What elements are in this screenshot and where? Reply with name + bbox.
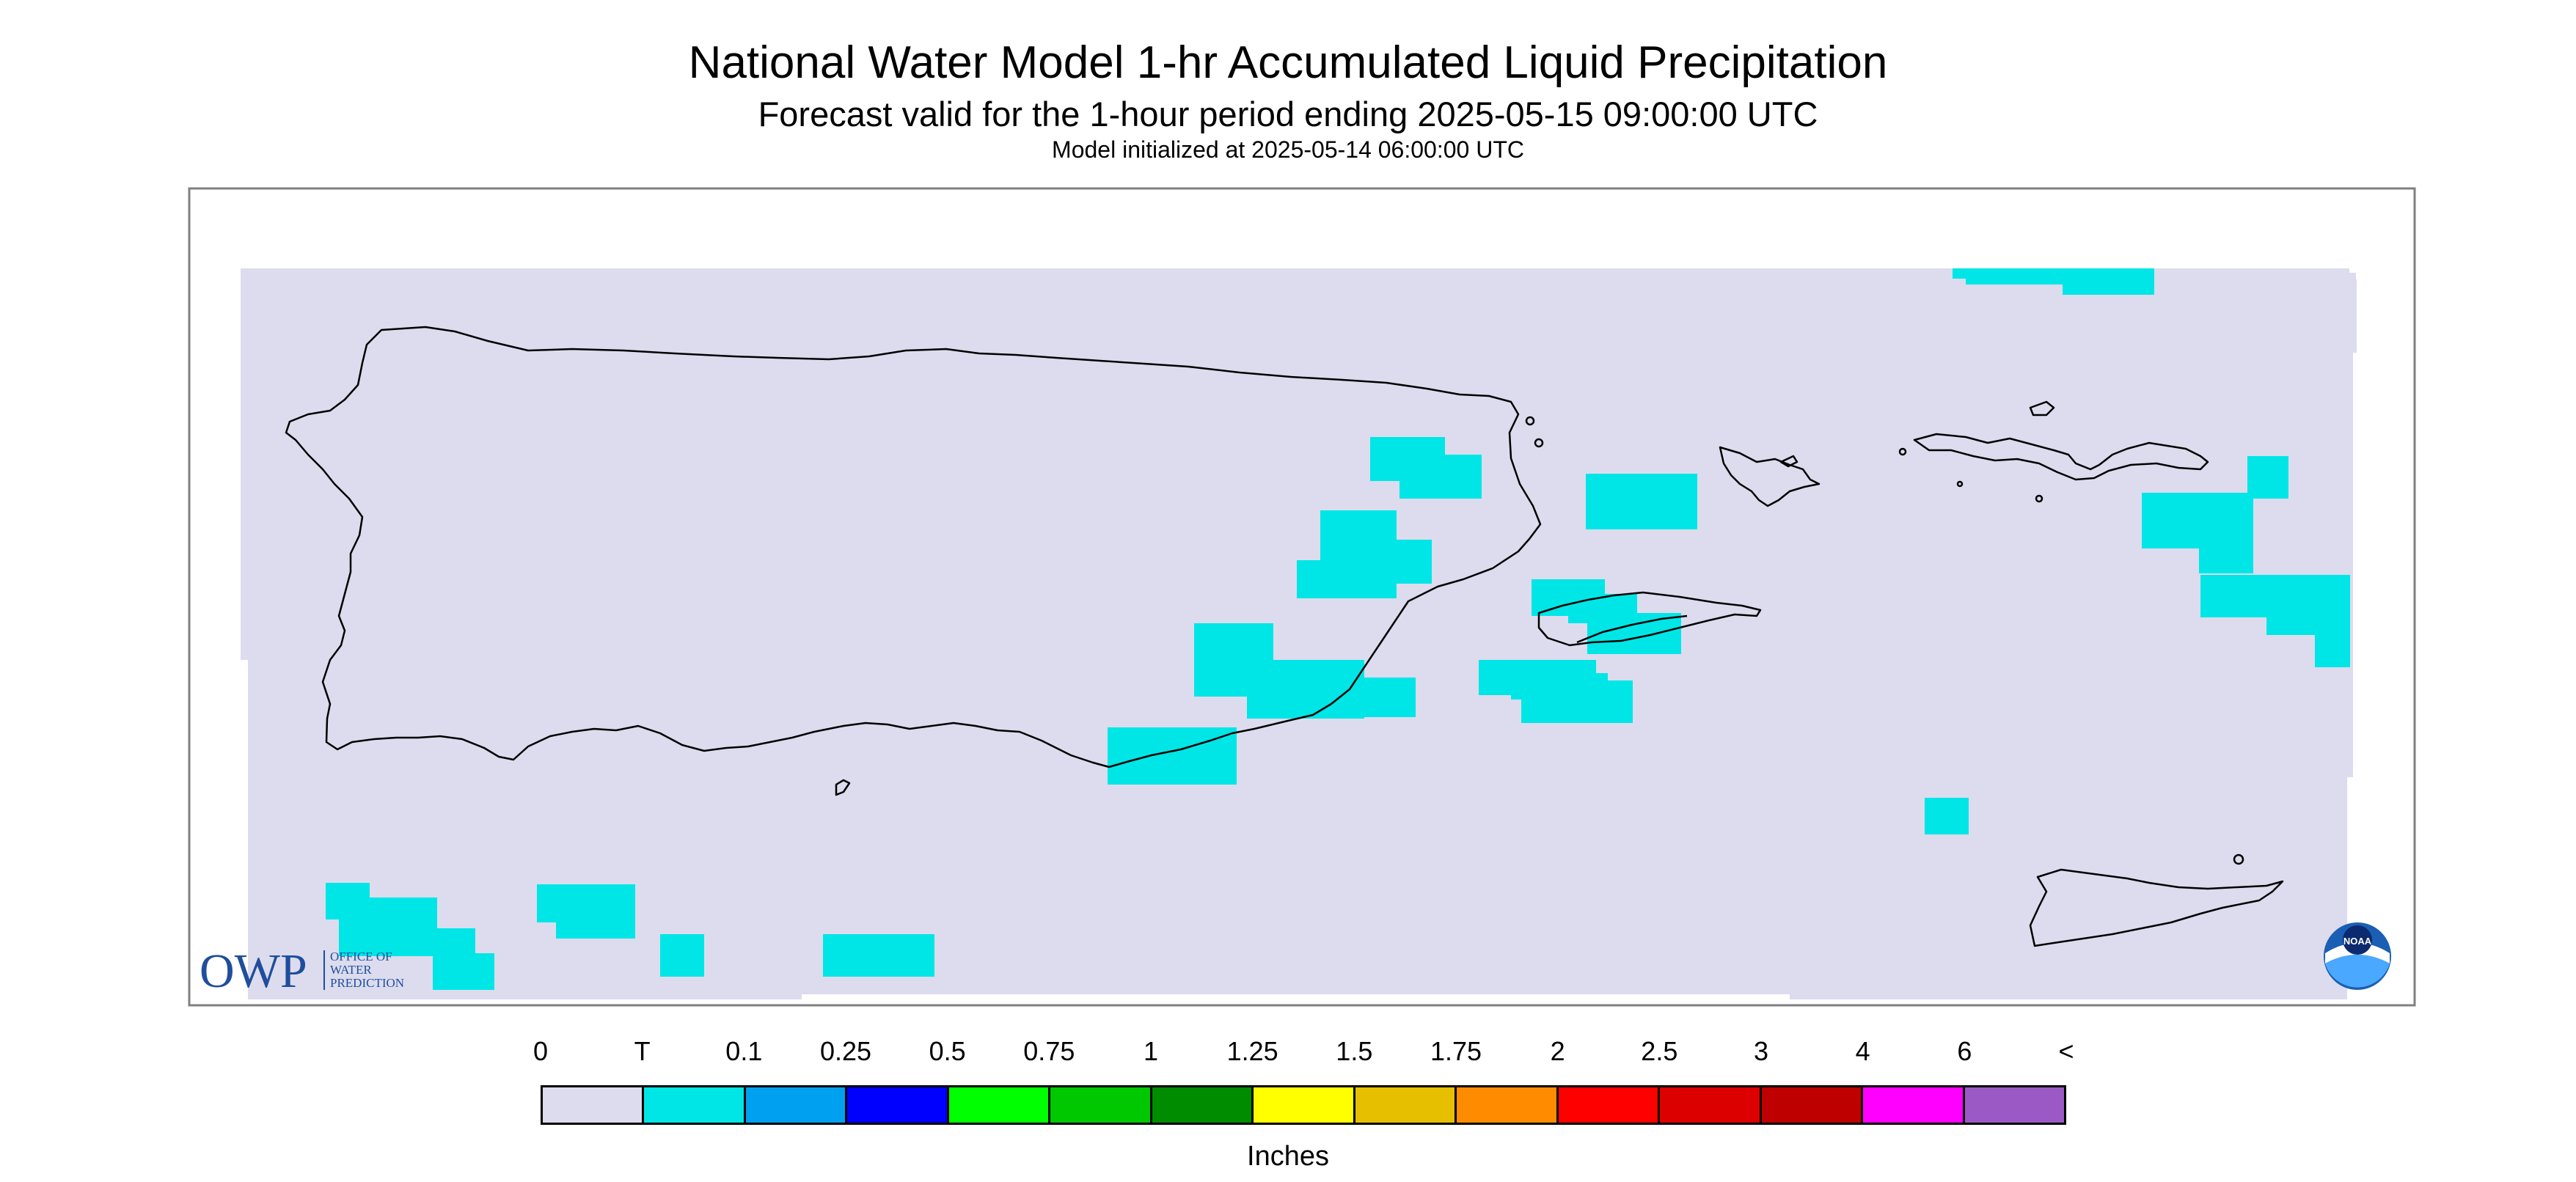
legend-swatch (1761, 1087, 1864, 1123)
map-subtitle: Forecast valid for the 1-hour period end… (758, 95, 1818, 133)
legend-tick-label: 6 (1957, 1036, 1972, 1066)
islet (1525, 416, 1535, 426)
legend-swatch (745, 1087, 848, 1123)
culebra-islet (1779, 455, 1799, 468)
legend-tick-label: 0.1 (725, 1036, 763, 1066)
islet (2035, 494, 2043, 503)
mona-island (835, 779, 851, 796)
legend-swatch (1660, 1087, 1762, 1123)
precip-cell (1297, 560, 1397, 598)
islet (1534, 438, 1544, 448)
legend-tick-label: 3 (1753, 1036, 1769, 1066)
precip-cell (1925, 798, 1969, 834)
islet (1956, 480, 1964, 488)
legend-tick-label: < (2058, 1036, 2074, 1066)
st-thomas-st-john (1913, 433, 2209, 481)
legend-tick-label: 1.75 (1430, 1036, 1482, 1066)
legend-swatch (1254, 1087, 1355, 1123)
legend-swatch (543, 1087, 645, 1123)
legend-swatch (1863, 1087, 1965, 1123)
precip-cell (2199, 538, 2253, 573)
precip-cell (1399, 455, 1482, 499)
legend-tick-label: 1.25 (1226, 1036, 1278, 1066)
legend-swatch (1964, 1087, 2065, 1123)
precipitation-map: OWP OFFICE OF WATER PREDICTION NOAA (188, 187, 2416, 1007)
legend-swatch (1558, 1087, 1661, 1123)
legend-tick-label: 0.5 (929, 1036, 966, 1066)
legend-swatch (1152, 1087, 1254, 1123)
legend-tick-label: T (634, 1036, 651, 1066)
legend-tick-label: 0.25 (819, 1036, 872, 1066)
st-croix-island (2029, 868, 2284, 947)
model-domain (241, 268, 2357, 999)
islet (2233, 854, 2244, 865)
legend-tick-label: 4 (1855, 1036, 1870, 1066)
precip-cell (1586, 474, 1697, 529)
legend-swatch (644, 1087, 746, 1123)
precip-cell (537, 884, 635, 922)
legend-tick-label: 2 (1550, 1036, 1565, 1066)
precip-cell (1320, 678, 1416, 717)
precip-cell (2315, 575, 2350, 667)
legend-swatch (1457, 1087, 1559, 1123)
precip-cell (556, 917, 635, 939)
precip-cell (339, 897, 437, 934)
legend-tick-label: 0 (533, 1036, 549, 1066)
map-title: National Water Model 1-hr Accumulated Li… (688, 37, 1888, 88)
legend-units-label: Inches (1247, 1141, 1329, 1172)
legend-swatch (1355, 1087, 1457, 1123)
precip-cell (1108, 727, 1237, 785)
precip-cell (2247, 456, 2288, 499)
precip-cell (823, 934, 934, 977)
noaa-logo-text: NOAA (2343, 936, 2372, 947)
legend-tick-label: 0.75 (1023, 1036, 1075, 1066)
model-init-label: Model initialized at 2025-05-14 06:00:00… (1052, 136, 1524, 163)
puerto-rico-coastline (285, 326, 1542, 768)
legend-tick-label: 1 (1143, 1036, 1159, 1066)
precipitation-cells (326, 268, 2350, 990)
precip-cell (660, 934, 704, 977)
islet (1898, 447, 1907, 456)
noaa-logo: NOAA (2324, 922, 2391, 990)
precip-cell (1587, 613, 1681, 654)
legend-tick-label: 1.5 (1336, 1036, 1373, 1066)
coastlines (285, 326, 2284, 947)
vieques-island (1537, 591, 1762, 647)
owp-logo: OWP OFFICE OF WATER PREDICTION (200, 944, 404, 998)
owp-logo-line2: WATER (330, 963, 372, 977)
legend-swatch (948, 1087, 1051, 1123)
owp-logo-line1: OFFICE OF (330, 950, 392, 963)
legend-tick-label: 2.5 (1641, 1036, 1678, 1066)
precip-cell (2063, 268, 2154, 295)
legend-swatch (1050, 1087, 1152, 1123)
inner-vieques-line (1576, 614, 1688, 644)
precip-cell (339, 928, 475, 956)
color-legend (541, 1085, 2066, 1125)
precip-cell (433, 953, 494, 990)
tortola-islet (2029, 400, 2055, 416)
owp-logo-letters: OWP (200, 944, 307, 998)
legend-swatch (847, 1087, 949, 1123)
culebra-island (1719, 446, 1821, 507)
owp-logo-line3: PREDICTION (330, 976, 404, 990)
precip-cell (1521, 680, 1633, 723)
